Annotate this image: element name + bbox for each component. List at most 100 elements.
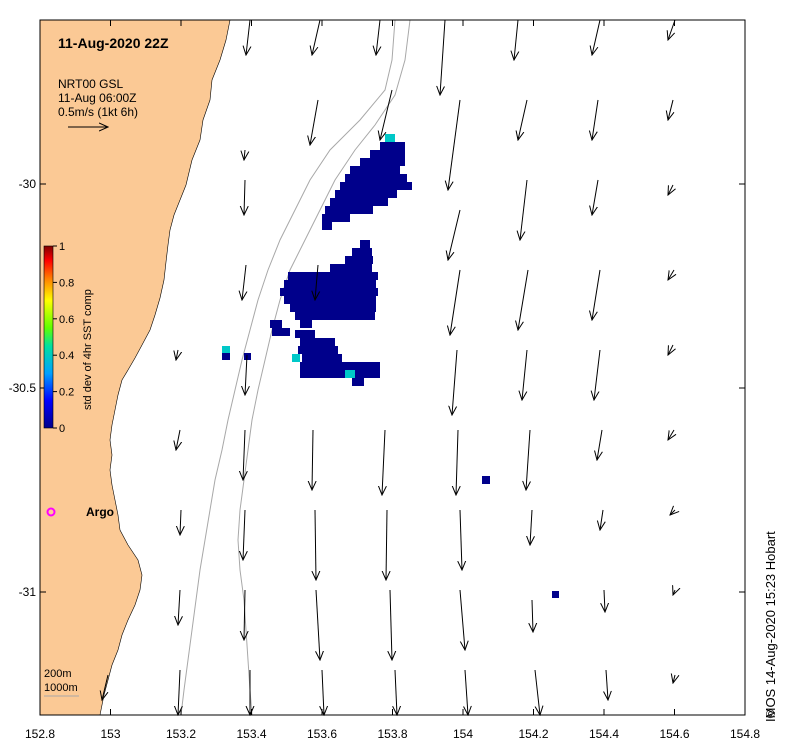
sst-pixel — [222, 346, 230, 353]
current-arrow-icon — [592, 99, 599, 140]
colorbar-gradient — [43, 245, 54, 429]
sst-std-dev-pixels — [222, 134, 559, 598]
current-arrow-icon — [380, 89, 393, 140]
arrow-legend-line3: 0.5m/s (1kt 6h) — [58, 105, 138, 119]
sst-pixel — [345, 174, 407, 182]
x-axis: 152.8 153 153.2 153.4 153.6 153.8 154 154.2 154.… — [25, 20, 760, 741]
x-tick-label: 154.4 — [589, 727, 619, 741]
current-arrow-icon — [382, 429, 385, 495]
plot-area — [39, 19, 746, 716]
sst-pixel — [335, 190, 397, 198]
current-arrow-icon — [395, 669, 397, 715]
current-arrow-icon — [246, 19, 250, 55]
current-arrow-icon — [178, 669, 180, 715]
current-arrow-icon — [604, 589, 605, 612]
y-tick-label: -30.5 — [9, 381, 37, 395]
copyright-symbol: © — [766, 707, 775, 721]
colorbar: 0 0.2 0.4 0.6 0.8 1 std dev of 4hr SST comp — [43, 241, 94, 435]
current-arrow-icon — [376, 19, 380, 55]
sst-pixel — [295, 312, 375, 320]
x-tick-label: 154.6 — [659, 727, 689, 741]
current-arrow-icon — [592, 269, 601, 320]
colorbar-ticks: 0 0.2 0.4 0.6 0.8 1 — [53, 241, 74, 435]
sst-pixel — [330, 264, 372, 272]
current-arrow-icon — [440, 19, 446, 95]
current-arrow-icon — [668, 19, 676, 40]
colorbar-tick-label: 0.4 — [59, 350, 74, 362]
current-arrow-icon — [448, 99, 461, 190]
colorbar-tick-label: 0.2 — [59, 387, 74, 399]
current-arrow-icon — [530, 509, 532, 545]
current-arrow-icon — [244, 589, 245, 640]
current-arrow-icon — [386, 509, 387, 580]
sst-pixel — [295, 330, 315, 338]
current-arrow-icon — [532, 599, 533, 632]
current-arrow-icon — [242, 264, 246, 300]
current-arrow-icon — [180, 509, 181, 535]
current-arrow-icon — [450, 269, 461, 335]
x-tick-label: 153.6 — [307, 727, 337, 741]
sst-pixel — [288, 272, 378, 280]
sst-pixel — [222, 353, 230, 360]
current-arrow-icon — [514, 19, 518, 60]
current-arrow-icon — [452, 349, 458, 415]
current-arrow-icon — [245, 354, 247, 395]
colorbar-label: std dev of 4hr SST comp — [82, 289, 94, 410]
current-arrow-icon — [592, 179, 599, 215]
land-area — [39, 19, 231, 716]
sst-pixel — [322, 214, 350, 222]
current-arrow-icon — [668, 429, 674, 440]
current-arrow-icon — [316, 589, 320, 660]
sst-pixel — [292, 354, 300, 362]
current-arrow-icon — [673, 590, 675, 595]
sst-pixel — [270, 320, 282, 328]
y-tick-label: -31 — [19, 585, 37, 599]
sst-pixel — [325, 206, 373, 214]
current-arrow-icon — [668, 344, 673, 355]
sst-pixel — [322, 222, 332, 230]
isobath-200m — [180, 19, 396, 716]
sst-pixel — [300, 338, 335, 346]
sst-pixel — [352, 248, 372, 256]
sst-pixel — [345, 370, 355, 378]
colorbar-tick-label: 0 — [59, 423, 65, 435]
current-arrow-icon — [465, 669, 468, 715]
sst-pixel — [298, 346, 338, 354]
sst-pixel — [385, 134, 395, 142]
current-arrow-icon — [670, 510, 675, 515]
sst-pixel — [350, 166, 400, 174]
current-arrow-icon — [312, 19, 321, 55]
x-tick-label: 154.8 — [730, 727, 760, 741]
current-arrow-icon — [244, 149, 245, 160]
y-tick-label: -30 — [19, 177, 37, 191]
argo-float-icon — [46, 507, 56, 517]
current-arrow-icon — [673, 675, 675, 683]
sst-pixel — [352, 378, 364, 386]
current-arrow-icon — [178, 589, 180, 625]
current-arrow-icon — [668, 184, 673, 195]
current-arrow-icon — [668, 269, 674, 280]
sst-pixel — [330, 198, 388, 206]
current-arrow-icon — [315, 509, 316, 580]
current-arrow-icon — [243, 509, 245, 560]
sst-pixel — [360, 240, 370, 248]
sst-pixel — [300, 370, 355, 378]
sst-pixel — [244, 353, 251, 360]
isobath-1000m-label: 1000m — [44, 682, 78, 694]
sst-pixel — [284, 296, 376, 304]
sst-pixel — [482, 476, 490, 484]
current-arrow-icon — [459, 589, 465, 650]
sst-pixel — [552, 591, 559, 598]
sst-pixel — [355, 370, 380, 378]
current-arrow-icon — [526, 429, 530, 490]
sst-pixel — [360, 158, 405, 166]
isobath-legend: 200m 1000m — [44, 668, 79, 697]
colorbar-tick-label: 1 — [59, 241, 65, 253]
y-axis: -30 -30.5 -31 — [9, 177, 745, 599]
x-tick-label: 153 — [100, 727, 120, 741]
current-arrow-icon — [244, 179, 245, 215]
current-arrow-icon — [176, 429, 180, 450]
sst-pixel — [340, 182, 412, 190]
current-arrow-icon — [460, 509, 462, 570]
